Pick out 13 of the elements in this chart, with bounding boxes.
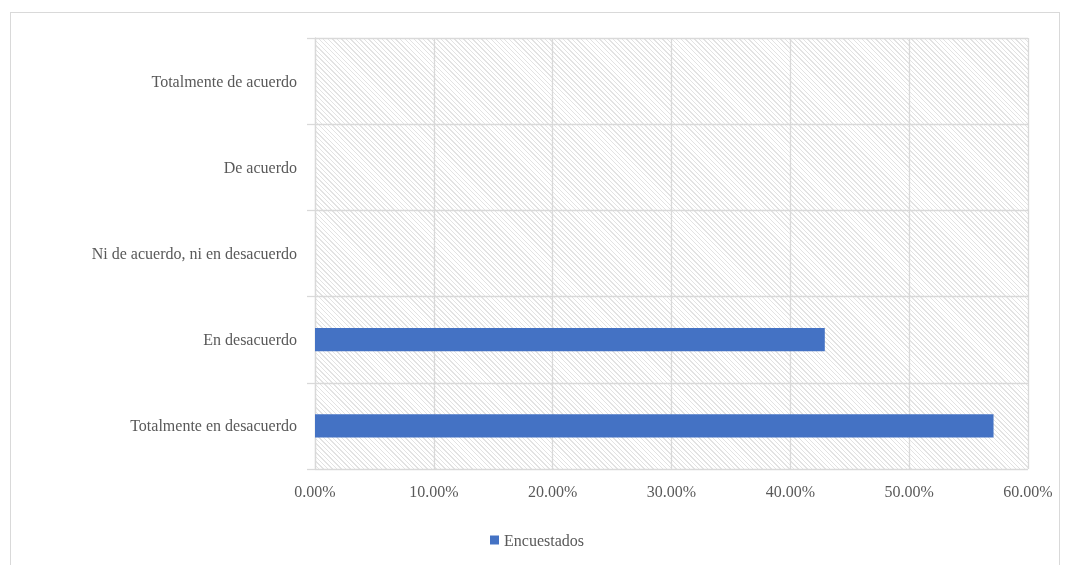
legend-label: Encuestados: [504, 531, 584, 549]
x-tick-label: 20.00%: [528, 482, 578, 500]
y-tick-label: Totalmente en desacuerdo: [130, 417, 297, 435]
x-tick-label: 60.00%: [1003, 482, 1053, 500]
x-tick-label: 0.00%: [294, 482, 336, 500]
x-tick-label: 40.00%: [765, 482, 815, 500]
y-tick-label: De acuerdo: [223, 158, 297, 176]
y-tick-label: En desacuerdo: [203, 331, 297, 349]
y-tick-label: Totalmente de acuerdo: [151, 72, 297, 90]
x-tick-label: 30.00%: [646, 482, 697, 500]
x-tick-label: 10.00%: [409, 482, 459, 500]
y-tick-label: Ni de acuerdo, ni en desacuerdo: [91, 245, 297, 262]
x-tick-label: 50.00%: [884, 482, 934, 500]
